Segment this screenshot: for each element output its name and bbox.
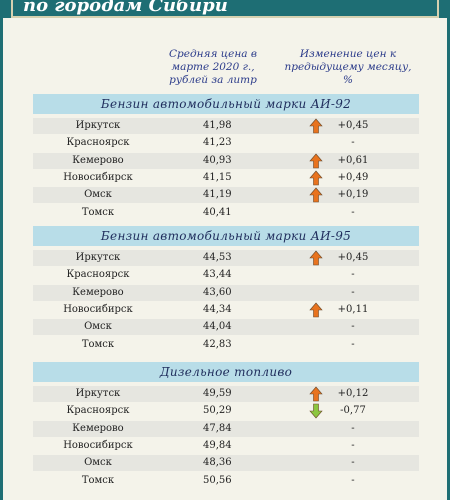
price-value: 43,44 xyxy=(203,269,232,281)
city-name: Кемерово xyxy=(72,422,124,434)
city-name: Томск xyxy=(81,206,115,218)
section-title: Бензин автомобильный марки АИ-92 xyxy=(33,94,419,114)
table-row: Новосибирск 49,84 - xyxy=(33,438,419,454)
city-name: Омск xyxy=(84,321,112,333)
table-row: Кемерово 47,84 - xyxy=(33,420,419,437)
price-value: 41,23 xyxy=(203,137,232,149)
city-name: Иркутск xyxy=(75,252,121,263)
price-value: 40,41 xyxy=(203,206,232,218)
table-row: Иркутск 49,59 +0,12 xyxy=(33,386,419,402)
table-row: Красноярск 41,23 - xyxy=(33,135,419,151)
city-name: Красноярск xyxy=(66,405,130,417)
column-header-price: Средняя цена в марте 2020 г., рублей за … xyxy=(169,48,257,86)
price-value: 48,36 xyxy=(203,457,232,469)
table-row: Кемерово 43,60 - xyxy=(33,284,419,301)
change-value: - xyxy=(351,206,355,218)
table-row: Иркутск 44,53 +0,45 xyxy=(33,250,419,266)
table-row: Омск 44,04 - xyxy=(33,319,419,336)
city-name: Омск xyxy=(84,189,112,201)
price-value: 50,29 xyxy=(203,405,232,417)
table-row: Томск 42,83 - xyxy=(33,337,419,353)
price-value: 49,84 xyxy=(203,439,232,451)
change-value: - xyxy=(351,137,355,149)
arrow-up-icon xyxy=(309,118,323,134)
arrow-up-icon xyxy=(309,302,323,318)
change-value: - xyxy=(351,474,355,486)
price-value: 44,53 xyxy=(203,252,232,263)
change-value: +0,12 xyxy=(337,388,369,399)
price-value: 40,93 xyxy=(203,154,232,166)
change-value: +0,45 xyxy=(337,252,369,263)
table-row: Омск 48,36 - xyxy=(33,455,419,472)
column-header-change: Изменение цен к предыдущему месяцу, % xyxy=(284,48,412,86)
city-name: Томск xyxy=(81,338,115,350)
city-name: Красноярск xyxy=(66,137,130,149)
city-name: Кемерово xyxy=(72,154,124,166)
arrow-up-icon xyxy=(309,153,323,168)
price-value: 47,84 xyxy=(203,422,232,434)
price-value: 44,04 xyxy=(203,321,232,333)
change-value: +0,45 xyxy=(337,120,369,131)
arrow-up-icon xyxy=(309,386,323,402)
change-value: -0,77 xyxy=(340,405,366,417)
arrow-up-icon xyxy=(309,170,323,186)
city-name: Новосибирск xyxy=(63,303,133,315)
change-value: +0,49 xyxy=(337,171,369,183)
price-value: 50,56 xyxy=(203,474,232,486)
change-value: - xyxy=(351,422,355,434)
change-value: - xyxy=(351,457,355,469)
city-name: Кемерово xyxy=(72,286,124,298)
city-name: Новосибирск xyxy=(63,439,133,451)
page-title: по городам Сибири xyxy=(23,0,228,16)
title-band: по городам Сибири xyxy=(3,0,447,18)
price-value: 43,60 xyxy=(203,286,232,298)
city-name: Красноярск xyxy=(66,269,130,281)
city-name: Иркутск xyxy=(75,388,121,399)
price-value: 41,98 xyxy=(203,120,232,131)
change-value: +0,61 xyxy=(337,154,369,166)
change-value: - xyxy=(351,338,355,350)
change-value: - xyxy=(351,269,355,281)
table-row: Красноярск 43,44 - xyxy=(33,267,419,283)
price-value: 41,15 xyxy=(203,171,232,183)
city-name: Иркутск xyxy=(75,120,121,131)
change-value: - xyxy=(351,321,355,333)
city-name: Омск xyxy=(84,457,112,469)
table-row: Новосибирск 44,34 +0,11 xyxy=(33,302,419,318)
price-value: 49,59 xyxy=(203,388,232,399)
arrow-down-icon xyxy=(309,403,323,419)
table-row: Томск 50,56 - xyxy=(33,473,419,489)
table-row: Новосибирск 41,15 +0,49 xyxy=(33,170,419,186)
table-row: Томск 40,41 - xyxy=(33,205,419,221)
price-value: 44,34 xyxy=(203,303,232,315)
city-name: Новосибирск xyxy=(63,171,133,183)
change-value: - xyxy=(351,439,355,451)
change-value: +0,19 xyxy=(337,189,369,201)
title-frame xyxy=(11,0,439,18)
arrow-up-icon xyxy=(309,250,323,266)
section-title: Дизельное топливо xyxy=(33,362,419,382)
price-value: 41,19 xyxy=(203,189,232,201)
table-row: Иркутск 41,98 +0,45 xyxy=(33,118,419,134)
page: по городам Сибири Средняя цена в марте 2… xyxy=(3,0,447,500)
price-value: 42,83 xyxy=(203,338,232,350)
table-row: Омск 41,19 +0,19 xyxy=(33,187,419,204)
table-row: Кемерово 40,93 +0,61 xyxy=(33,152,419,169)
section-title: Бензин автомобильный марки АИ-95 xyxy=(33,226,419,246)
city-name: Томск xyxy=(81,474,115,486)
change-value: +0,11 xyxy=(337,303,369,315)
change-value: - xyxy=(351,286,355,298)
table-row: Красноярск 50,29 -0,77 xyxy=(33,403,419,419)
arrow-up-icon xyxy=(309,187,323,203)
